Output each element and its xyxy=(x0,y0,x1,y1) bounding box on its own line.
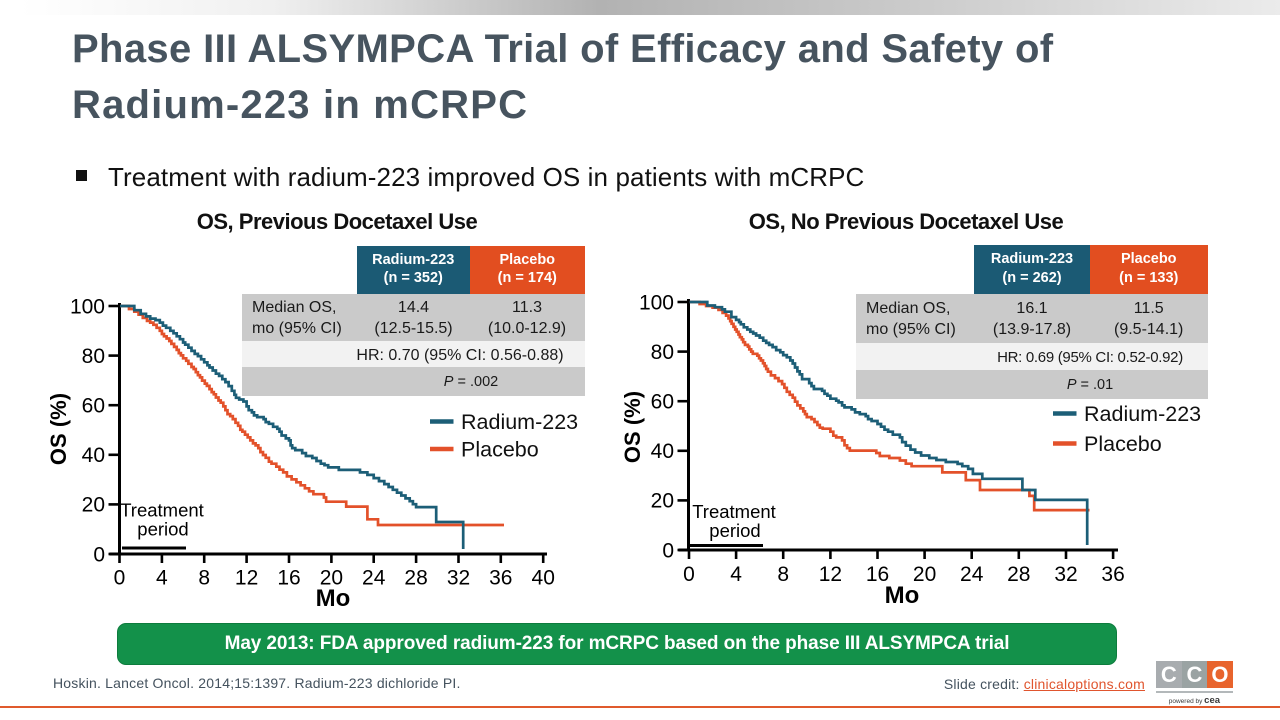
svg-text:Placebo: Placebo xyxy=(1084,432,1162,456)
svg-text:60: 60 xyxy=(82,395,105,418)
svg-text:OS (%): OS (%) xyxy=(620,391,645,463)
svg-text:8: 8 xyxy=(198,567,210,590)
svg-text:4: 4 xyxy=(156,567,168,590)
svg-text:16: 16 xyxy=(866,563,889,586)
svg-text:80: 80 xyxy=(651,341,674,364)
svg-text:80: 80 xyxy=(82,345,105,368)
svg-text:24: 24 xyxy=(960,563,984,586)
svg-text:20: 20 xyxy=(651,490,674,513)
svg-text:16: 16 xyxy=(277,567,300,590)
svg-text:28: 28 xyxy=(404,567,427,590)
svg-text:100: 100 xyxy=(70,295,105,318)
svg-text:0: 0 xyxy=(683,563,695,586)
svg-text:0: 0 xyxy=(114,567,126,590)
svg-text:Treatment: Treatment xyxy=(692,501,776,522)
svg-text:32: 32 xyxy=(447,567,470,590)
svg-text:8: 8 xyxy=(777,563,789,586)
svg-text:period: period xyxy=(137,519,188,540)
svg-text:40: 40 xyxy=(651,440,674,463)
svg-text:12: 12 xyxy=(819,563,842,586)
svg-text:12: 12 xyxy=(235,567,258,590)
svg-text:100: 100 xyxy=(639,291,674,314)
svg-text:20: 20 xyxy=(82,494,105,517)
svg-text:40: 40 xyxy=(82,444,105,467)
svg-text:Mo: Mo xyxy=(316,585,351,612)
svg-text:32: 32 xyxy=(1054,563,1077,586)
svg-text:20: 20 xyxy=(913,563,936,586)
svg-text:Radium-223: Radium-223 xyxy=(1084,402,1201,426)
svg-text:OS (%): OS (%) xyxy=(46,393,71,465)
svg-text:Mo: Mo xyxy=(885,582,920,609)
svg-text:60: 60 xyxy=(651,391,674,414)
svg-text:28: 28 xyxy=(1007,563,1030,586)
svg-text:4: 4 xyxy=(730,563,742,586)
svg-text:36: 36 xyxy=(489,567,512,590)
svg-text:Radium-223: Radium-223 xyxy=(461,410,578,434)
svg-text:24: 24 xyxy=(362,567,386,590)
svg-text:period: period xyxy=(709,520,760,541)
svg-text:Placebo: Placebo xyxy=(461,438,539,462)
svg-text:Treatment: Treatment xyxy=(120,500,204,521)
svg-text:40: 40 xyxy=(532,567,555,590)
svg-text:36: 36 xyxy=(1101,563,1124,586)
svg-text:20: 20 xyxy=(320,567,343,590)
svg-text:0: 0 xyxy=(662,539,674,562)
svg-text:0: 0 xyxy=(93,543,105,566)
